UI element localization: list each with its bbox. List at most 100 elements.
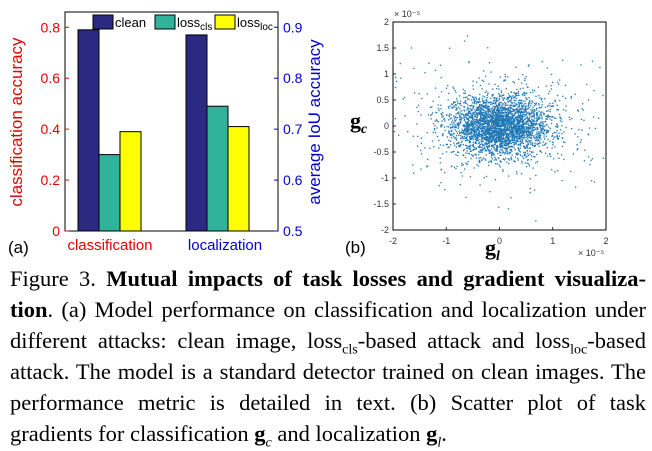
scatter-point bbox=[510, 120, 512, 122]
scatter-point bbox=[496, 124, 499, 126]
scatter-point bbox=[463, 92, 465, 94]
scatter-point bbox=[522, 125, 524, 127]
scatter-point bbox=[450, 103, 453, 105]
scatter-point bbox=[521, 173, 523, 175]
scatter-point bbox=[519, 88, 521, 90]
scatter-point bbox=[424, 147, 426, 149]
scatter-point bbox=[570, 97, 572, 99]
bar-localization-lossloc bbox=[227, 126, 250, 232]
scatter-point bbox=[484, 75, 487, 77]
scatter-point bbox=[516, 121, 518, 123]
scatter-point bbox=[538, 132, 540, 135]
scatter-point bbox=[496, 128, 498, 130]
scatter-point bbox=[524, 79, 526, 82]
scatter-point bbox=[519, 117, 521, 119]
scatter-point bbox=[509, 120, 511, 122]
scatter-point bbox=[522, 87, 524, 89]
scatter-point bbox=[489, 137, 491, 140]
scatter-point bbox=[510, 132, 512, 135]
scatter-point bbox=[500, 112, 503, 114]
scatter-point bbox=[508, 96, 511, 98]
scatter-point bbox=[510, 131, 512, 134]
scatter-point bbox=[529, 120, 531, 122]
scatter-point bbox=[482, 129, 484, 131]
scatter-point bbox=[507, 101, 509, 103]
scatter-point bbox=[477, 113, 479, 115]
scatter-point bbox=[517, 114, 520, 116]
scatter-point bbox=[483, 115, 485, 117]
scatter-point bbox=[481, 146, 483, 148]
scatter-point bbox=[472, 127, 475, 130]
caption-text-4: and localization bbox=[271, 421, 427, 446]
caption-gc: g bbox=[254, 421, 266, 446]
scatter-point bbox=[485, 143, 488, 145]
scatter-point bbox=[475, 129, 477, 131]
scatter-point bbox=[494, 122, 496, 124]
scatter-point bbox=[525, 129, 528, 131]
scatter-point bbox=[526, 120, 528, 123]
scatter-point bbox=[472, 128, 474, 131]
scatter-point bbox=[591, 158, 594, 160]
scatter-point bbox=[532, 91, 534, 94]
caption-prefix: Figure 3. bbox=[10, 266, 96, 291]
scatter-point bbox=[532, 101, 534, 103]
scatter-point bbox=[496, 146, 498, 149]
scatter-point bbox=[497, 131, 499, 133]
scatter-point bbox=[470, 121, 473, 124]
scatter-point bbox=[536, 118, 539, 120]
scatter-point bbox=[465, 134, 467, 136]
scatter-point bbox=[529, 101, 531, 103]
scatter-point bbox=[413, 92, 416, 94]
scatter-point bbox=[483, 105, 485, 107]
scatter-point bbox=[470, 132, 473, 135]
scatter-point bbox=[554, 99, 556, 101]
scatter-point bbox=[444, 189, 446, 191]
scatter-y-tick-label: -2 bbox=[381, 225, 389, 235]
scatter-point bbox=[480, 113, 483, 115]
scatter-point bbox=[507, 129, 509, 131]
scatter-point bbox=[502, 94, 504, 97]
scatter-point bbox=[528, 103, 530, 105]
scatter-point bbox=[455, 109, 458, 111]
scatter-point bbox=[507, 76, 509, 78]
scatter-point bbox=[465, 130, 467, 133]
scatter-point bbox=[454, 101, 456, 104]
scatter-point bbox=[446, 136, 448, 138]
scatter-point bbox=[512, 114, 514, 117]
scatter-point bbox=[468, 94, 470, 96]
scatter-point bbox=[539, 136, 542, 138]
scatter-point bbox=[478, 151, 480, 153]
scatter-point bbox=[501, 125, 503, 128]
scatter-point bbox=[517, 128, 519, 130]
scatter-point bbox=[506, 96, 509, 99]
scatter-point bbox=[539, 142, 541, 144]
scatter-point bbox=[480, 119, 482, 121]
scatter-point bbox=[518, 122, 521, 125]
scatter-point bbox=[473, 101, 476, 103]
scatter-point bbox=[526, 150, 528, 152]
scatter-point bbox=[508, 139, 510, 142]
scatter-point bbox=[552, 144, 554, 146]
scatter-point bbox=[531, 128, 533, 130]
scatter-point bbox=[503, 107, 505, 109]
scatter-y-tick-label: -1.5 bbox=[373, 199, 389, 209]
scatter-point bbox=[479, 109, 481, 111]
scatter-point bbox=[591, 60, 594, 62]
scatter-point bbox=[509, 116, 511, 118]
scatter-point bbox=[473, 127, 476, 129]
scatter-point bbox=[493, 126, 495, 128]
scatter-point bbox=[459, 131, 461, 134]
scatter-point bbox=[490, 123, 493, 125]
scatter-point bbox=[557, 137, 560, 140]
scatter-point bbox=[487, 111, 489, 113]
scatter-point bbox=[483, 117, 485, 119]
scatter-point bbox=[508, 142, 510, 144]
scatter-point bbox=[527, 123, 529, 126]
scatter-point bbox=[483, 122, 485, 124]
scatter-point bbox=[505, 119, 507, 122]
scatter-point bbox=[484, 115, 486, 117]
scatter-point bbox=[453, 133, 455, 135]
scatter-point bbox=[476, 109, 478, 112]
scatter-point bbox=[521, 106, 523, 108]
scatter-point bbox=[467, 127, 469, 129]
